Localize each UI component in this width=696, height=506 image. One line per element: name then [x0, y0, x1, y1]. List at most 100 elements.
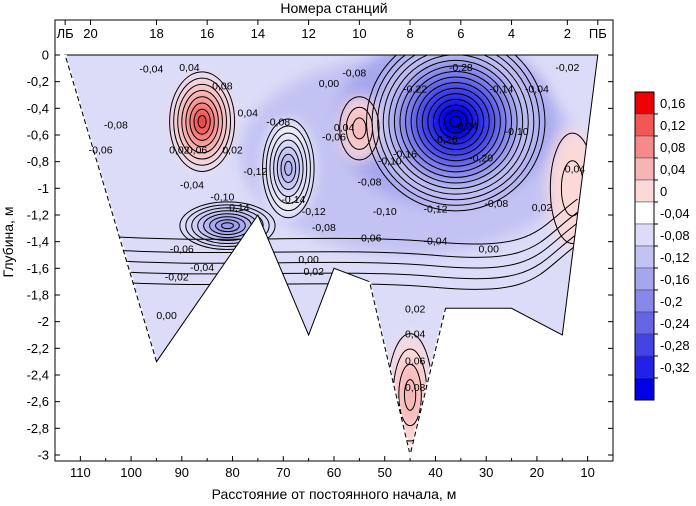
colorbar-label: -0,28	[660, 338, 690, 353]
contour-line	[382, 55, 529, 195]
contour-line	[421, 87, 490, 156]
contour-line	[197, 114, 207, 129]
contour-label: 0,02	[405, 303, 426, 315]
station-axis-title: Номера станций	[280, 0, 387, 16]
station-label: 6	[457, 26, 464, 41]
colorbar-swatch	[634, 223, 655, 247]
contour-label: -0,12	[423, 203, 447, 215]
x-tick-label: 60	[327, 465, 341, 480]
colorbar-label: 0	[660, 184, 667, 199]
colorbar-swatch	[634, 91, 655, 115]
x-axis-title: Расстояние от постоянного начала, м	[212, 486, 457, 502]
contour-line	[189, 102, 215, 141]
x-tick-label: 30	[479, 465, 493, 480]
contour-line	[273, 139, 304, 198]
contour-label: 0,00	[298, 254, 319, 266]
contour-line	[393, 59, 518, 184]
y-tick-label: -0,8	[27, 154, 49, 169]
x-tick-label: 20	[530, 465, 544, 480]
contour-label: -0,14	[226, 202, 250, 214]
colorbar-swatch	[634, 135, 655, 159]
contour-line	[388, 55, 524, 190]
contour-line	[179, 201, 276, 250]
boundary-edge-hatch	[408, 307, 448, 456]
contour-label: -0,16	[393, 149, 417, 161]
contour-label: -0,02	[555, 62, 579, 74]
contour-line	[449, 115, 462, 128]
contour-line	[339, 96, 380, 161]
contour-label: 0,08	[212, 81, 233, 93]
contour-label: -0,06	[170, 243, 194, 255]
contour-line	[438, 104, 473, 139]
contour-label: -0,28	[449, 62, 473, 74]
y-tick-label: -0,4	[27, 101, 49, 116]
station-label: 8	[406, 26, 413, 41]
contour-label: 0,02	[169, 145, 190, 157]
y-tick-label: -1	[37, 181, 49, 196]
y-tick-label: -3	[37, 448, 49, 463]
contour-line	[432, 98, 479, 145]
y-tick-label: -2,8	[27, 421, 49, 436]
contour-label: -0,20	[469, 153, 493, 165]
x-tick-label: 110	[70, 465, 91, 480]
station-axis: ЛБ 20 18 16 14 12 10 8 6 4 2 ПБ	[57, 20, 607, 41]
colorbar-label: 0,08	[660, 140, 685, 155]
contour-label: -0,10	[210, 191, 234, 203]
contour-label: -0,10	[378, 155, 402, 167]
contour-label: 0,08	[405, 382, 426, 394]
station-label: 10	[352, 26, 366, 41]
y-tick-label: -1,2	[27, 208, 49, 223]
positive-anomaly-band	[403, 375, 418, 415]
contour-line	[444, 110, 468, 134]
y-tick-label: 0	[42, 48, 49, 63]
contour-line	[403, 379, 417, 411]
contour-label: 0,02	[532, 202, 553, 214]
contour-label: -0,26	[434, 134, 458, 146]
colorbar-swatch	[634, 289, 655, 313]
contour-label: -0,04	[139, 63, 163, 75]
contour-label: -0,08	[104, 119, 128, 131]
y-tick-label: -1,6	[27, 261, 49, 276]
contour-label: -0,14	[281, 194, 305, 206]
x-tick-label: 100	[120, 465, 142, 480]
colorbar-swatch	[634, 157, 655, 181]
colorbar-swatch	[634, 377, 655, 401]
contour-line	[377, 55, 535, 201]
contour-line	[410, 76, 501, 167]
contour-line	[405, 70, 507, 173]
colorbar-swatch	[634, 245, 655, 269]
contour-label: 0,06	[405, 355, 426, 367]
contour-line	[181, 90, 223, 154]
y-tick-label: -1,4	[27, 234, 49, 249]
contour-label: -0,08	[312, 222, 336, 234]
contour-label: -0,10	[505, 126, 529, 138]
contour-line	[399, 65, 513, 178]
contour-label: -0,02	[165, 271, 189, 283]
contour-label: 0,00	[156, 310, 177, 322]
negative-anomaly-band	[213, 218, 242, 233]
x-tick-label: 50	[377, 465, 391, 480]
contour-line	[90, 243, 578, 290]
colorbar-label: -0,12	[660, 250, 690, 265]
y-tick-label: -2,2	[27, 341, 49, 356]
station-label: 18	[149, 26, 163, 41]
contour-label: 0,00	[478, 243, 499, 255]
contour-label: -0,10	[373, 206, 397, 218]
contour-line	[416, 82, 496, 162]
contour-line	[427, 93, 485, 151]
contour-label: -0,08	[484, 198, 508, 210]
y-tick-label: -0,6	[27, 128, 49, 143]
positive-anomaly-band	[352, 118, 366, 139]
contour-label: 0,00	[319, 78, 340, 90]
y-axis: 0 -0,2 -0,4 -0,6 -0,8 -1 -1,2 -1,4 -1,6 -1,8 -2 -2,…	[27, 48, 613, 463]
contour-line	[371, 55, 540, 206]
station-label: 20	[83, 26, 97, 41]
station-label: 2	[564, 26, 571, 41]
y-tick-label: -1,8	[27, 288, 49, 303]
contour-label: 0,06	[187, 145, 208, 157]
contour-label: 0,04	[405, 329, 426, 341]
contour-label: -0,24	[454, 121, 478, 133]
colorbar-label: -0,08	[660, 228, 690, 243]
colorbar-swatch	[634, 113, 655, 137]
